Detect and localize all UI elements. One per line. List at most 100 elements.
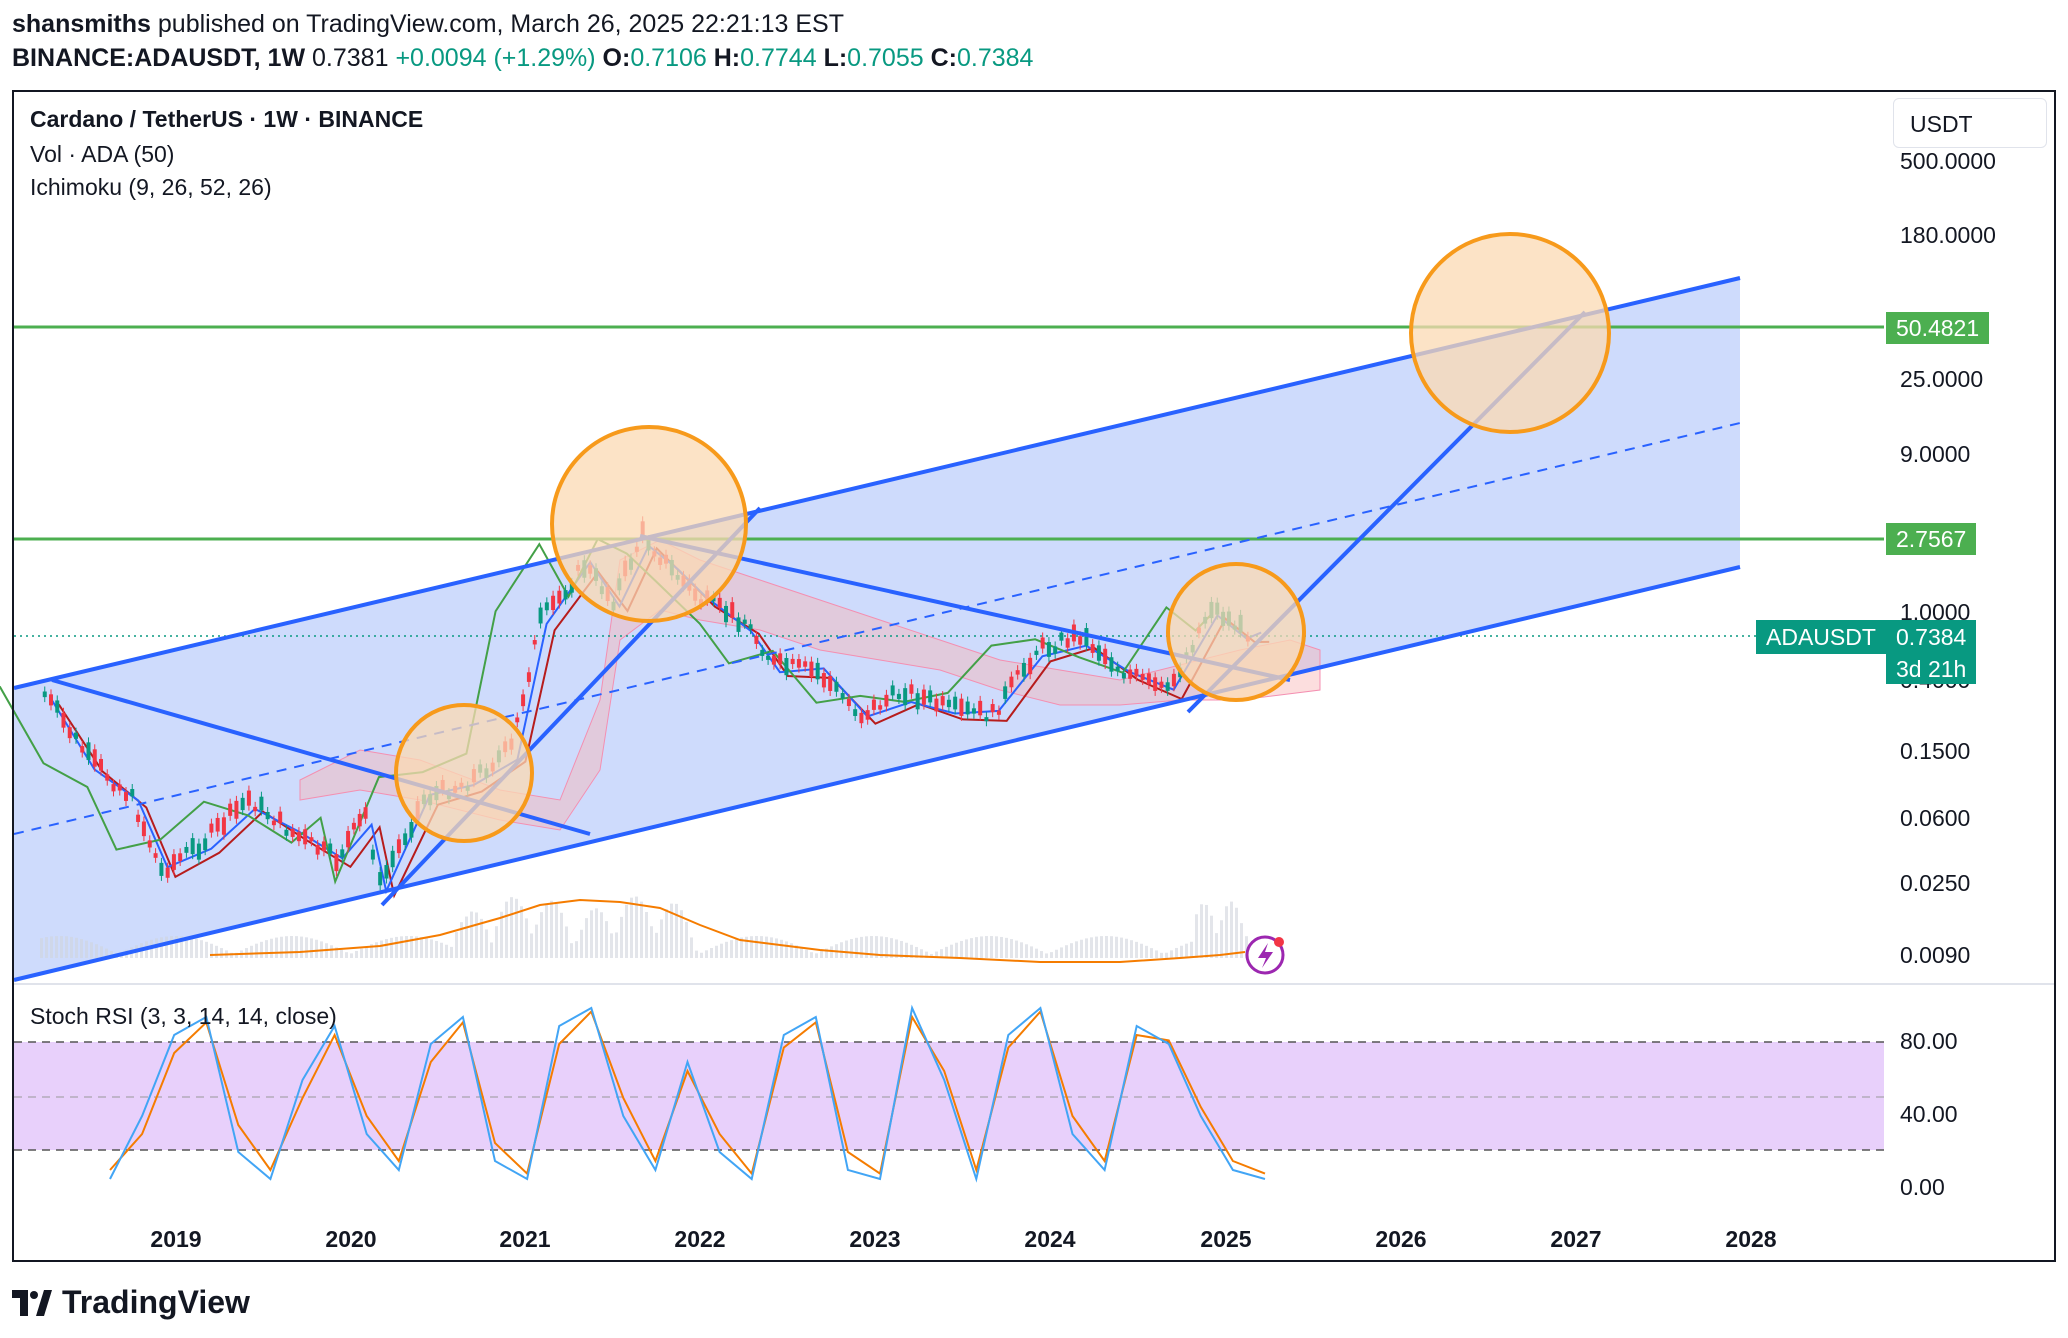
volume-bar <box>575 941 578 958</box>
volume-bar <box>370 944 373 958</box>
volume-bar <box>1085 938 1088 958</box>
chart-frame <box>12 90 2056 1262</box>
volume-bar <box>1230 901 1233 958</box>
volume-bar <box>805 949 808 958</box>
volume-bar <box>75 937 78 958</box>
volume-bar <box>845 940 848 958</box>
volume-bar <box>1160 952 1163 958</box>
tradingview-logo-text: TradingView <box>62 1284 250 1320</box>
volume-bars <box>40 896 1248 958</box>
currency-selector[interactable]: USDT <box>1893 98 2047 148</box>
volume-bar <box>335 947 338 958</box>
volume-bar <box>1090 937 1093 958</box>
tradingview-logo[interactable]: TradingView <box>12 1284 250 1321</box>
lightning-icon <box>1245 935 1285 975</box>
volume-bar <box>925 951 928 958</box>
symbol-label: BINANCE:ADAUSDT, 1W <box>12 44 306 72</box>
volume-bar <box>1190 941 1193 958</box>
volume-bar <box>1120 937 1123 958</box>
volume-bar <box>480 918 483 958</box>
volume-bar <box>715 945 718 958</box>
volume-bar <box>1210 915 1213 958</box>
stoch-legend[interactable]: Stoch RSI (3, 3, 14, 14, close) <box>30 1003 337 1029</box>
volume-bar <box>310 938 313 958</box>
volume-legend[interactable]: Vol · ADA (50) <box>30 141 175 167</box>
volume-bar <box>265 940 268 958</box>
volume-bar <box>1180 945 1183 958</box>
volume-bar <box>390 937 393 958</box>
volume-bar <box>185 936 188 958</box>
volume-bar <box>1115 936 1118 958</box>
volume-bar <box>525 918 528 958</box>
volume-bar <box>875 936 878 958</box>
author-name[interactable]: shansmiths <box>12 10 151 38</box>
volume-bar <box>565 926 568 958</box>
volume-bar <box>610 933 613 958</box>
volume-bar <box>85 940 88 958</box>
volume-bar <box>810 952 813 958</box>
volume-bar <box>1175 947 1178 958</box>
volume-bar <box>405 936 408 958</box>
volume-bar <box>840 942 843 958</box>
volume-bar <box>155 938 158 958</box>
volume-bar <box>105 948 108 958</box>
time-tick: 2026 <box>1375 1226 1427 1252</box>
time-tick: 2023 <box>849 1226 901 1252</box>
volume-bar <box>550 900 553 958</box>
volume-bar <box>495 926 498 958</box>
volume-bar <box>55 936 58 958</box>
volume-bar <box>1140 943 1143 958</box>
volume-bar <box>430 939 433 958</box>
volume-bar <box>740 937 743 958</box>
volume-bar <box>640 901 643 958</box>
volume-bar <box>965 939 968 958</box>
volume-bar <box>935 951 938 958</box>
time-tick: 2020 <box>325 1226 377 1252</box>
price-tick: 500.0000 <box>1900 148 1996 174</box>
open-value: 0.7106 <box>630 44 707 72</box>
volume-bar <box>255 943 258 958</box>
volume-bar <box>745 936 748 958</box>
volume-bar <box>900 940 903 958</box>
time-tick: 2022 <box>674 1226 726 1252</box>
volume-bar <box>475 912 478 958</box>
volume-bar <box>1020 942 1023 958</box>
volume-bar <box>1200 904 1203 958</box>
volume-bar <box>465 916 468 958</box>
volume-bar <box>1110 936 1113 958</box>
volume-bar <box>940 949 943 958</box>
volume-bar <box>285 936 288 958</box>
volume-bar <box>620 916 623 958</box>
volume-bar <box>700 952 703 958</box>
volume-bar <box>200 940 203 958</box>
volume-bar <box>275 937 278 958</box>
volume-bar <box>445 944 448 958</box>
volume-bar <box>685 921 688 958</box>
volume-bar <box>710 948 713 958</box>
open-label: O: <box>602 44 631 72</box>
volume-bar <box>485 929 488 958</box>
volume-bar <box>665 909 668 958</box>
volume-bar <box>100 946 103 958</box>
volume-bar <box>215 945 218 958</box>
volume-bar <box>500 911 503 958</box>
time-tick: 2028 <box>1725 1226 1777 1252</box>
volume-bar <box>1080 939 1083 958</box>
ichimoku-legend[interactable]: Ichimoku (9, 26, 52, 26) <box>30 174 272 200</box>
volume-bar <box>590 910 593 958</box>
volume-bar <box>1145 945 1148 958</box>
volume-bar <box>545 903 548 958</box>
volume-bar <box>675 903 678 958</box>
volume-bar <box>770 937 773 958</box>
volume-bar <box>720 943 723 958</box>
volume-bar <box>1130 940 1133 958</box>
volume-bar <box>1245 936 1248 958</box>
volume-bar <box>295 936 298 958</box>
volume-bar <box>995 936 998 958</box>
volume-bar <box>635 896 638 958</box>
volume-bar <box>905 942 908 958</box>
volume-bar <box>825 948 828 958</box>
volume-bar <box>885 937 888 958</box>
tradingview-logo-icon <box>12 1289 52 1316</box>
